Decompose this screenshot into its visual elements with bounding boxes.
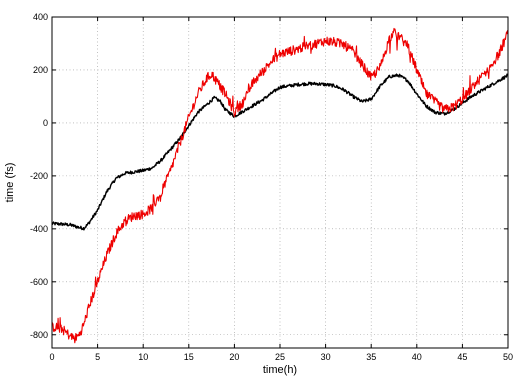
ticks: 0 5 10 15 20 25 30 35 40 45 50 -800 -600 -400 -200 0 200… (30, 12, 513, 362)
x-tick-label: 5 (95, 352, 100, 362)
y-tick-label: -200 (30, 171, 48, 181)
y-tick-label: -800 (30, 330, 48, 340)
grid (52, 17, 508, 348)
y-axis-label: time (fs) (4, 163, 16, 203)
y-tick-label: -400 (30, 224, 48, 234)
x-tick-label: 15 (184, 352, 194, 362)
y-tick-label: -600 (30, 277, 48, 287)
x-tick-label: 40 (412, 352, 422, 362)
x-tick-label: 50 (503, 352, 513, 362)
x-axis-label: time(h) (263, 364, 297, 376)
x-tick-label: 35 (366, 352, 376, 362)
y-tick-label: 400 (33, 12, 48, 22)
x-tick-label: 20 (229, 352, 239, 362)
y-tick-label: 0 (43, 118, 48, 128)
x-tick-label: 30 (321, 352, 331, 362)
y-tick-label: 200 (33, 65, 48, 75)
x-tick-label: 45 (457, 352, 467, 362)
x-tick-label: 25 (275, 352, 285, 362)
series-layer (51, 27, 509, 344)
series-line-1 (51, 73, 509, 231)
x-tick-label: 0 (49, 352, 54, 362)
series-line-2 (51, 27, 509, 344)
x-tick-label: 10 (138, 352, 148, 362)
